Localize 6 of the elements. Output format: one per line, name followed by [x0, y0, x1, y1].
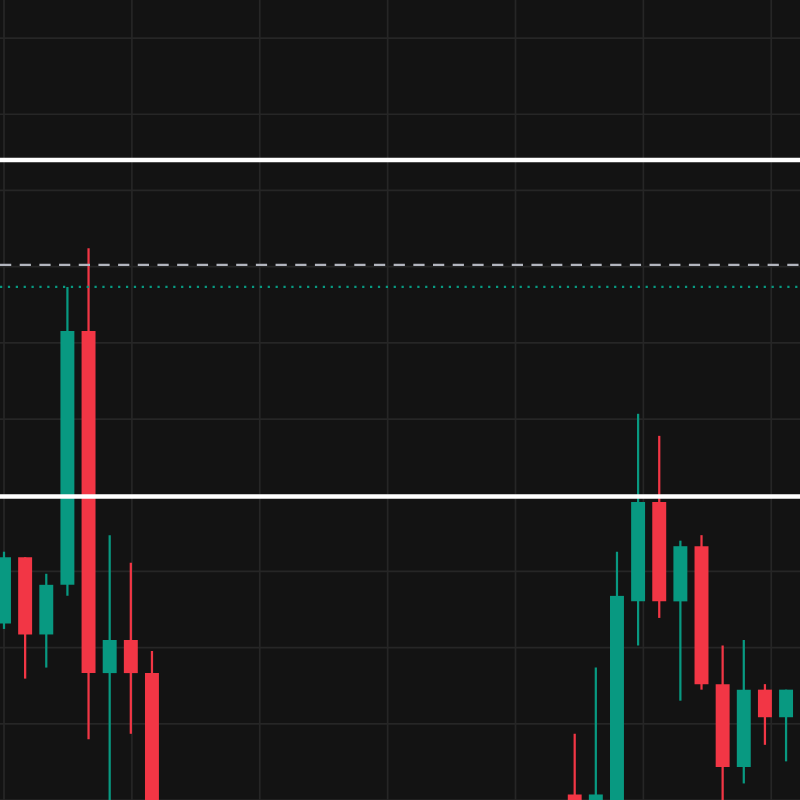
- candlestick: [757, 683, 772, 746]
- candlestick: [123, 561, 138, 735]
- candlestick: [567, 732, 582, 800]
- candlestick: [102, 534, 117, 800]
- candlestick: [779, 688, 794, 763]
- candlestick: [588, 666, 603, 800]
